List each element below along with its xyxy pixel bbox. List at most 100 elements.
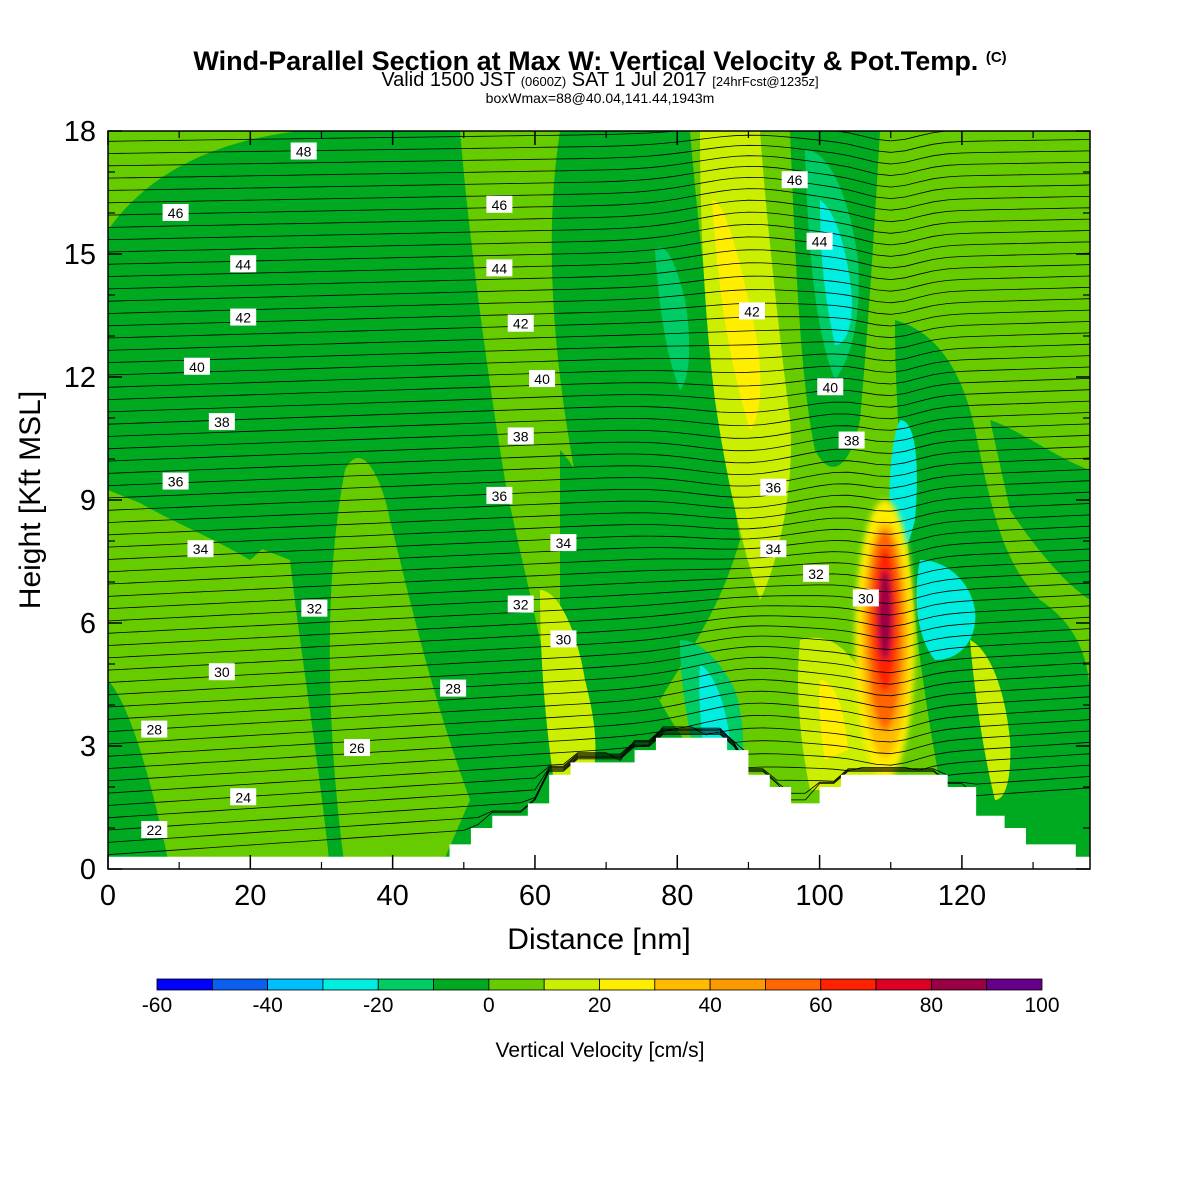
theta-labels: 48 46 44 42 40 38 36 34 32 30 28 26 24 22 46 44 42 40 38 36… xyxy=(141,142,879,839)
theta-label-text: 38 xyxy=(214,414,230,430)
theta-contour-line xyxy=(108,639,1090,696)
theta-contour-line xyxy=(108,503,1090,548)
theta-label: 32 xyxy=(301,599,328,617)
theta-label-text: 34 xyxy=(193,541,209,557)
forecast-info: [24hrFcst@1235z] xyxy=(712,74,819,89)
theta-label-text: 36 xyxy=(766,480,782,496)
colorbar-swatch xyxy=(765,978,822,991)
field-band-negative xyxy=(916,560,976,660)
theta-contour-line xyxy=(108,548,1090,597)
theta-contour-line xyxy=(108,412,1090,450)
theta-label: 42 xyxy=(738,302,765,320)
theta-contour-line xyxy=(108,616,1090,671)
theta-label-box xyxy=(781,171,808,189)
colorbar-tick-label: 80 xyxy=(920,994,943,1017)
theta-label-box xyxy=(760,540,787,558)
theta-contour-line xyxy=(108,469,1090,511)
theta-label: 24 xyxy=(230,788,257,806)
colorbar-swatch xyxy=(433,978,490,991)
theta-label-text: 44 xyxy=(235,256,251,272)
theta-label-box xyxy=(208,413,235,431)
theta-label-text: 28 xyxy=(146,722,162,738)
theta-contour-line xyxy=(108,275,1090,302)
theta-contour-line xyxy=(108,434,1090,474)
x-tick-label: 100 xyxy=(795,880,843,912)
theta-label: 46 xyxy=(486,195,513,213)
theta-label: 36 xyxy=(760,478,787,496)
theta-contour-line xyxy=(108,389,1090,425)
theta-contour-line xyxy=(108,514,1090,560)
theta-label: 26 xyxy=(344,739,371,757)
valid-date: SAT 1 Jul 2017 xyxy=(571,69,707,91)
theta-contour-line xyxy=(108,366,1090,400)
theta-contour-line xyxy=(108,309,1090,339)
y-tick-label: 3 xyxy=(80,731,96,763)
colorbar-swatch xyxy=(930,978,988,991)
theta-label: 28 xyxy=(141,720,168,738)
theta-label: 40 xyxy=(817,378,844,396)
title-block: Wind-Parallel Section at Max W: Vertical… xyxy=(0,42,1200,105)
theta-label-text: 24 xyxy=(235,789,251,805)
x-axis-label: Distance [nm] xyxy=(507,923,690,956)
theta-label-text: 32 xyxy=(513,597,529,613)
theta-contour-line xyxy=(108,582,1090,634)
theta-label-text: 26 xyxy=(349,740,365,756)
x-tick-label: 120 xyxy=(938,880,986,912)
valid-time: Valid 1500 JST (0600Z) SAT 1 Jul 2017 [2… xyxy=(0,69,1200,91)
colorbar-tick-label: 40 xyxy=(698,994,721,1017)
theta-contour-line xyxy=(108,115,1090,129)
theta-label-text: 40 xyxy=(189,359,205,375)
theta-label-box xyxy=(162,204,189,221)
colorbar-label: Vertical Velocity [cm/s] xyxy=(496,1039,705,1062)
theta-label-box xyxy=(838,431,865,449)
theta-contour-line xyxy=(108,650,1090,708)
y-tick-label: 6 xyxy=(80,608,96,640)
theta-label-text: 44 xyxy=(812,234,828,250)
theta-label-text: 22 xyxy=(146,822,162,838)
theta-label-text: 48 xyxy=(296,144,312,160)
theta-label-text: 36 xyxy=(168,474,184,490)
theta-label-text: 34 xyxy=(556,535,572,551)
theta-label-text: 46 xyxy=(168,205,184,221)
colorbar-swatch xyxy=(377,978,434,991)
theta-contour-line xyxy=(108,571,1090,622)
theta-contour-line xyxy=(108,719,1090,782)
theta-contour-line xyxy=(108,298,1090,327)
theta-contour-line xyxy=(108,355,1090,388)
theta-label-text: 38 xyxy=(844,433,860,449)
theta-label: 28 xyxy=(440,679,467,697)
theta-label: 34 xyxy=(187,540,214,558)
theta-label-text: 32 xyxy=(808,566,824,582)
theta-label-box xyxy=(852,589,879,607)
theta-label-box xyxy=(486,486,513,504)
field-band-negative xyxy=(655,247,690,390)
theta-label: 30 xyxy=(208,663,235,681)
colorbar-tick-label: 100 xyxy=(1024,994,1059,1017)
theta-contour-line xyxy=(108,662,1090,720)
x-tick-label: 20 xyxy=(234,880,266,912)
theta-label-box xyxy=(550,534,577,552)
theta-contour-line xyxy=(108,732,1090,843)
y-tick-label: 12 xyxy=(64,362,96,394)
theta-contour-line xyxy=(108,480,1090,523)
theta-label-box xyxy=(208,663,235,681)
copyright-mark: (C) xyxy=(985,49,1007,66)
theta-label-box xyxy=(230,308,257,326)
theta-contour-line xyxy=(108,400,1090,437)
theta-contour-line xyxy=(108,605,1090,659)
theta-contour-line xyxy=(108,343,1090,376)
field-band-negative xyxy=(990,420,1090,600)
theta-label: 38 xyxy=(507,427,534,445)
theta-label-text: 38 xyxy=(513,428,529,444)
theta-contour-line xyxy=(108,332,1090,363)
colorbar-swatch xyxy=(654,978,711,991)
theta-label-box xyxy=(760,478,787,496)
theta-contour-line xyxy=(108,131,952,142)
theta-contour-line xyxy=(108,560,1090,610)
theta-label: 30 xyxy=(550,630,577,648)
theta-label-box xyxy=(486,259,513,277)
theta-label: 44 xyxy=(486,259,513,277)
theta-label-text: 40 xyxy=(822,379,838,395)
theta-contour-line xyxy=(108,525,1090,573)
